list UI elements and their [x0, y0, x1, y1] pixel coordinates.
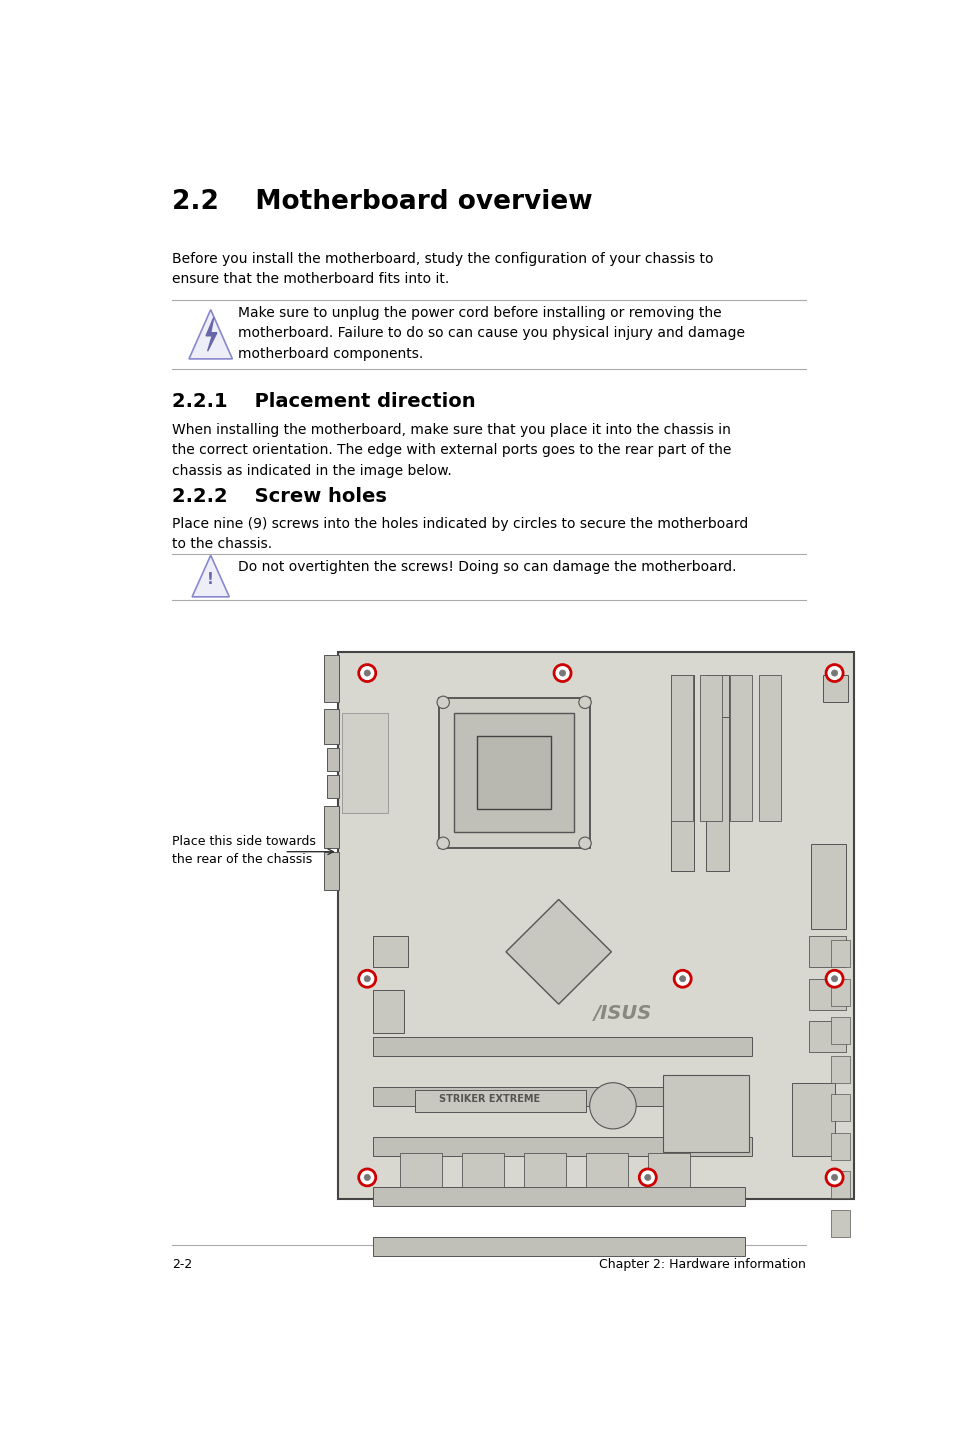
Circle shape	[589, 1083, 636, 1129]
Circle shape	[364, 670, 370, 676]
Circle shape	[364, 1175, 370, 1181]
Polygon shape	[189, 309, 233, 360]
Circle shape	[358, 664, 375, 682]
Bar	[327, 775, 339, 798]
Bar	[647, 1153, 690, 1188]
Circle shape	[831, 1175, 837, 1181]
Bar	[705, 718, 728, 871]
Bar	[373, 936, 407, 968]
Bar	[759, 674, 781, 821]
Bar	[323, 656, 339, 702]
Bar	[670, 674, 692, 821]
Bar	[323, 805, 339, 848]
Circle shape	[674, 971, 691, 988]
Text: Place this side towards
the rear of the chassis: Place this side towards the rear of the …	[172, 835, 315, 866]
Bar	[670, 674, 694, 828]
Bar	[476, 736, 550, 810]
Text: 2.2    Motherboard overview: 2.2 Motherboard overview	[172, 188, 592, 214]
Bar	[830, 1055, 849, 1083]
Text: When installing the motherboard, make sure that you place it into the chassis in: When installing the motherboard, make su…	[172, 423, 731, 477]
Bar	[808, 1021, 845, 1053]
Bar	[822, 674, 847, 702]
Bar	[791, 1083, 834, 1156]
Circle shape	[825, 664, 842, 682]
Text: Place nine (9) screws into the holes indicated by circles to secure the motherbo: Place nine (9) screws into the holes ind…	[172, 516, 747, 551]
Text: Before you install the motherboard, study the configuration of your chassis to
e: Before you install the motherboard, stud…	[172, 252, 713, 286]
Circle shape	[825, 971, 842, 988]
Bar	[373, 1237, 744, 1255]
Bar	[461, 1153, 504, 1188]
Polygon shape	[505, 899, 611, 1004]
Text: 2.2.2    Screw holes: 2.2.2 Screw holes	[172, 486, 386, 506]
Bar	[830, 1171, 849, 1198]
Bar	[373, 1087, 744, 1106]
Text: 2.2.1    Placement direction: 2.2.1 Placement direction	[172, 393, 476, 411]
Bar	[373, 1037, 752, 1055]
Circle shape	[831, 670, 837, 676]
Text: STRIKER EXTREME: STRIKER EXTREME	[438, 1094, 539, 1104]
Bar	[729, 674, 751, 821]
Bar	[670, 674, 694, 828]
Polygon shape	[206, 318, 216, 351]
Bar	[830, 1094, 849, 1122]
Bar	[700, 674, 721, 821]
Circle shape	[831, 975, 837, 982]
Text: 2-2: 2-2	[172, 1258, 192, 1271]
Bar	[373, 1186, 744, 1206]
Text: Make sure to unplug the power cord before installing or removing the
motherboard: Make sure to unplug the power cord befor…	[237, 306, 744, 361]
Bar	[662, 1076, 748, 1152]
Bar	[337, 651, 853, 1199]
Bar	[454, 713, 574, 833]
Circle shape	[644, 1175, 650, 1181]
Bar	[585, 1153, 628, 1188]
Text: /ISUS: /ISUS	[593, 1004, 651, 1022]
Bar	[830, 940, 849, 968]
Bar	[670, 718, 694, 871]
Bar	[399, 1153, 442, 1188]
Bar	[341, 713, 388, 814]
Polygon shape	[192, 555, 229, 597]
Circle shape	[358, 971, 375, 988]
Bar	[438, 697, 589, 848]
Circle shape	[639, 1169, 656, 1186]
Circle shape	[578, 696, 591, 709]
Bar	[323, 851, 339, 890]
Bar	[373, 1136, 752, 1156]
Circle shape	[558, 670, 565, 676]
Bar	[808, 936, 845, 968]
Bar	[415, 1090, 585, 1112]
Circle shape	[358, 1169, 375, 1186]
Bar	[830, 1017, 849, 1044]
Bar	[808, 979, 845, 1009]
Bar	[830, 979, 849, 1005]
Bar	[830, 1209, 849, 1237]
Bar	[670, 718, 694, 871]
Bar	[373, 991, 403, 1032]
Bar	[705, 674, 728, 828]
Circle shape	[679, 975, 685, 982]
Bar	[327, 748, 339, 771]
Text: !: !	[207, 572, 213, 587]
Bar	[810, 844, 845, 929]
Circle shape	[825, 1169, 842, 1186]
Text: Chapter 2: Hardware information: Chapter 2: Hardware information	[598, 1258, 805, 1271]
Circle shape	[578, 837, 591, 850]
Circle shape	[554, 664, 571, 682]
Circle shape	[436, 696, 449, 709]
Bar	[323, 709, 339, 743]
Circle shape	[436, 837, 449, 850]
Circle shape	[364, 975, 370, 982]
Text: Do not overtighten the screws! Doing so can damage the motherboard.: Do not overtighten the screws! Doing so …	[237, 559, 736, 574]
Bar	[830, 1133, 849, 1159]
Bar	[523, 1153, 566, 1188]
